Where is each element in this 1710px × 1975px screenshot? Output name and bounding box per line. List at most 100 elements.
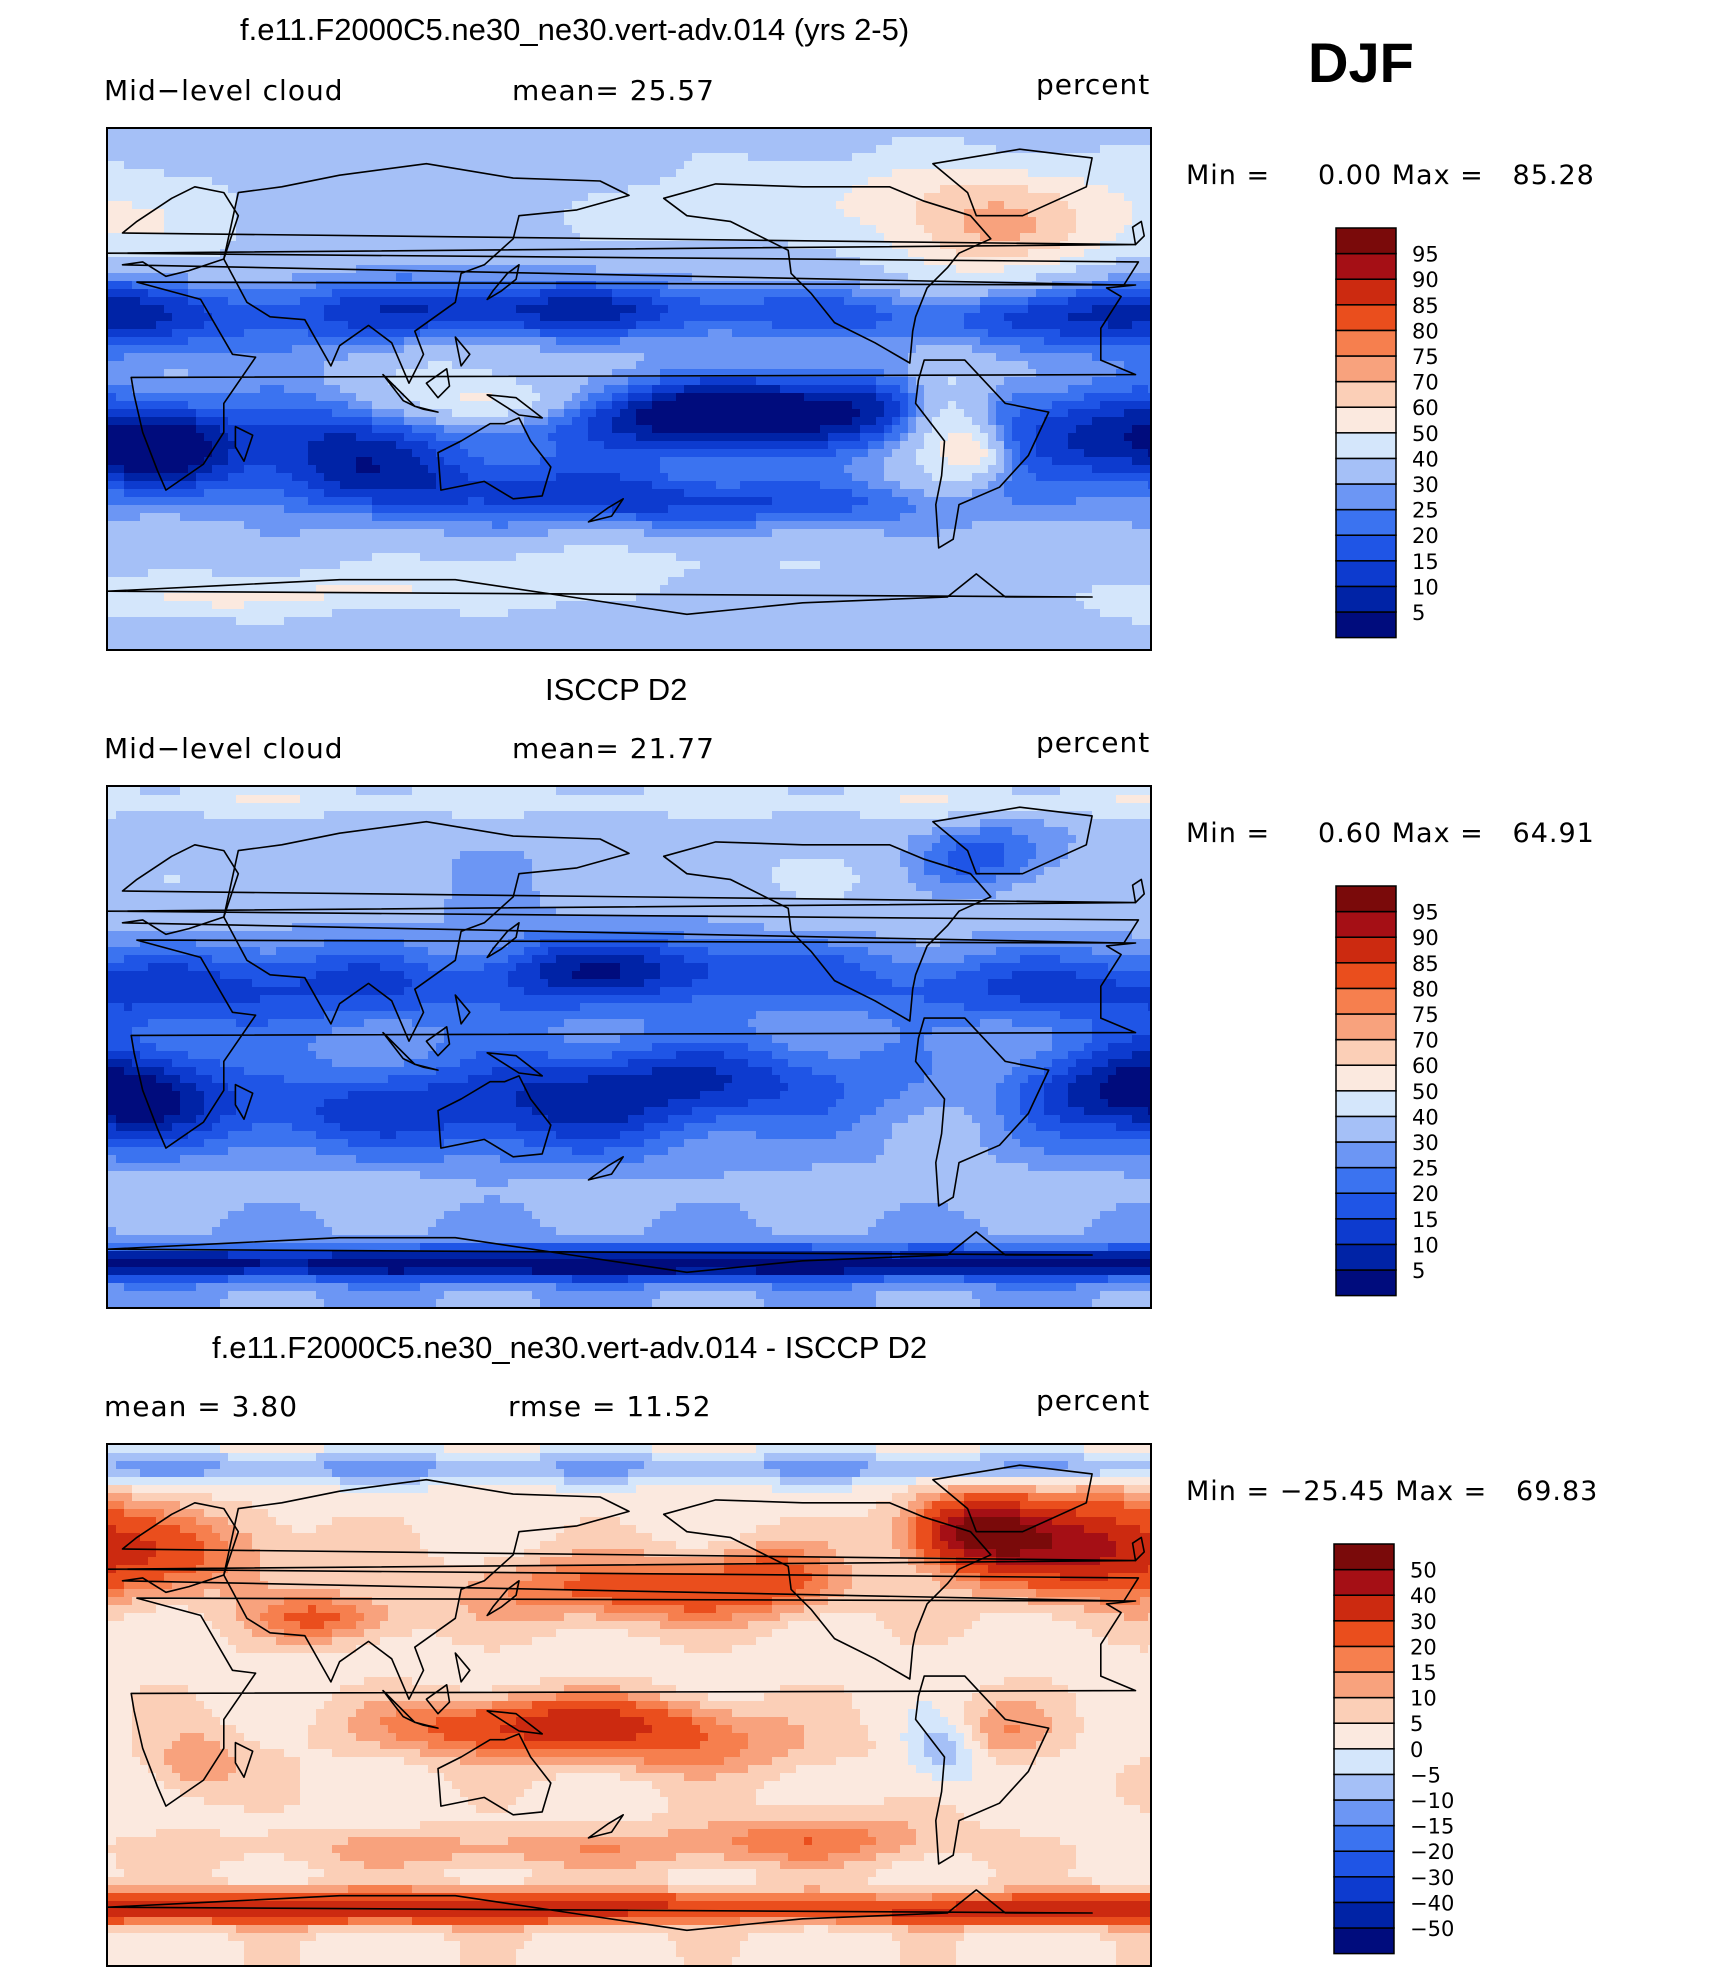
field-cell	[364, 161, 373, 170]
field-cell	[676, 281, 685, 290]
field-cell	[420, 417, 429, 426]
field-cell	[636, 385, 645, 394]
field-cell	[708, 345, 717, 354]
field-cell	[1148, 249, 1150, 258]
field-cell	[156, 305, 165, 314]
field-cell	[244, 281, 253, 290]
field-cell	[980, 209, 989, 218]
field-cell	[580, 281, 589, 290]
field-cell	[308, 385, 317, 394]
field-cell	[884, 297, 893, 306]
field-cell	[1076, 153, 1085, 162]
field-cell	[884, 185, 893, 194]
field-cell	[220, 273, 229, 282]
field-cell	[124, 337, 133, 346]
field-cell	[1060, 129, 1069, 138]
field-cell	[292, 289, 301, 298]
field-cell	[428, 409, 437, 418]
field-cell	[228, 385, 237, 394]
field-cell	[308, 353, 317, 362]
field-cell	[404, 425, 413, 434]
field-cell	[204, 377, 213, 386]
field-cell	[484, 209, 493, 218]
field-cell	[380, 161, 389, 170]
field-cell	[188, 377, 197, 386]
field-cell	[444, 353, 453, 362]
field-cell	[556, 305, 565, 314]
field-cell	[828, 161, 837, 170]
field-cell	[452, 169, 461, 178]
field-cell	[140, 233, 149, 242]
field-cell	[532, 353, 541, 362]
field-cell	[588, 409, 597, 418]
field-cell	[148, 129, 157, 138]
field-cell	[132, 257, 141, 266]
field-cell	[1044, 401, 1053, 410]
field-cell	[316, 425, 325, 434]
field-cell	[396, 145, 405, 154]
field-cell	[180, 377, 189, 386]
field-cell	[700, 241, 709, 250]
field-cell	[836, 393, 845, 402]
field-cell	[244, 273, 253, 282]
field-cell	[1148, 129, 1150, 138]
field-cell	[716, 201, 725, 210]
field-cell	[500, 257, 509, 266]
field-cell	[572, 161, 581, 170]
field-cell	[804, 313, 813, 322]
field-cell	[852, 161, 861, 170]
field-cell	[972, 169, 981, 178]
field-cell	[1044, 265, 1053, 274]
field-cell	[404, 401, 413, 410]
field-cell	[404, 185, 413, 194]
field-cell	[444, 265, 453, 274]
field-cell	[1132, 209, 1141, 218]
field-cell	[428, 377, 437, 386]
field-cell	[396, 193, 405, 202]
field-cell	[308, 409, 317, 418]
field-cell	[628, 425, 637, 434]
field-cell	[812, 209, 821, 218]
field-cell	[508, 225, 517, 234]
field-cell	[1036, 265, 1045, 274]
field-cell	[356, 377, 365, 386]
field-cell	[756, 321, 765, 330]
field-cell	[372, 249, 381, 258]
field-cell	[900, 281, 909, 290]
field-cell	[612, 377, 621, 386]
field-cell	[308, 241, 317, 250]
field-cell	[1004, 169, 1013, 178]
field-cell	[452, 369, 461, 378]
field-cell	[700, 393, 709, 402]
field-cell	[1052, 329, 1061, 338]
field-cell	[796, 377, 805, 386]
field-cell	[116, 225, 125, 234]
field-cell	[724, 169, 733, 178]
field-cell	[1036, 297, 1045, 306]
field-cell	[628, 193, 637, 202]
field-cell	[740, 281, 749, 290]
field-cell	[580, 345, 589, 354]
field-cell	[260, 345, 269, 354]
field-cell	[596, 185, 605, 194]
field-cell	[332, 321, 341, 330]
field-cell	[548, 337, 557, 346]
field-cell	[580, 193, 589, 202]
field-cell	[388, 305, 397, 314]
field-cell	[436, 393, 445, 402]
field-cell	[1020, 409, 1029, 418]
field-cell	[820, 233, 829, 242]
field-cell	[212, 393, 221, 402]
field-cell	[780, 185, 789, 194]
field-cell	[828, 153, 837, 162]
field-cell	[812, 193, 821, 202]
field-cell	[636, 241, 645, 250]
field-cell	[844, 281, 853, 290]
field-cell	[820, 393, 829, 402]
field-cell	[564, 145, 573, 154]
field-cell	[876, 353, 885, 362]
field-cell	[124, 265, 133, 274]
field-cell	[1012, 345, 1021, 354]
field-cell	[132, 201, 141, 210]
field-cell	[900, 409, 909, 418]
